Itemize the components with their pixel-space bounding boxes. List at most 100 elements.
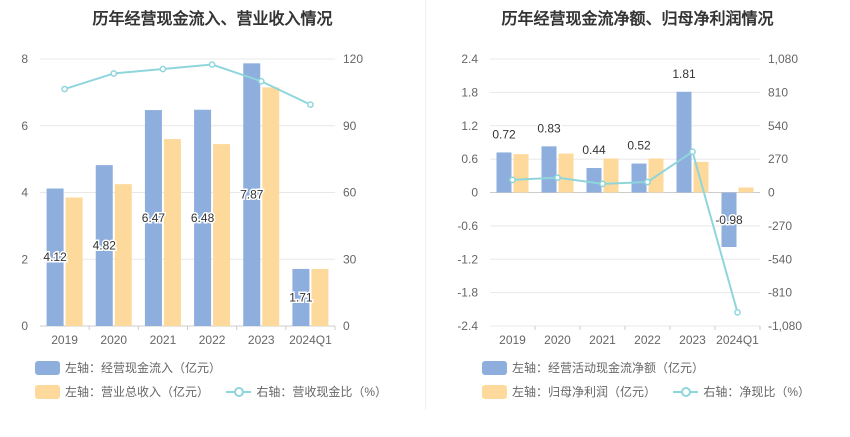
legend-item-revenue[interactable]: 左轴：营业总收入（亿元） bbox=[35, 383, 209, 400]
legend-swatch bbox=[482, 361, 507, 376]
legend-label: 右轴：营收现金比（%） bbox=[256, 385, 388, 400]
legend-line-swatch bbox=[226, 385, 252, 399]
y-right-tick-label: 0 bbox=[343, 319, 350, 333]
bar-primary bbox=[95, 165, 113, 326]
legend-swatch bbox=[35, 361, 60, 376]
x-tick-label: 2019 bbox=[499, 333, 526, 347]
legend-item-cash-inflow[interactable]: 左轴：经营现金流入（亿元） bbox=[35, 359, 221, 376]
bar-primary bbox=[721, 192, 737, 248]
x-tick-label: 2021 bbox=[589, 333, 616, 347]
ratio-point bbox=[599, 180, 606, 188]
ratio-point bbox=[257, 77, 265, 85]
bar-primary bbox=[541, 146, 557, 193]
bar-secondary bbox=[65, 197, 83, 326]
data-label: 1.81 bbox=[672, 67, 696, 81]
y-right-tick-label: 120 bbox=[343, 52, 363, 66]
legend-label: 左轴：归母净利润（亿元） bbox=[512, 385, 657, 400]
legend-line-swatch bbox=[673, 385, 699, 399]
y-right-tick-label: 270 bbox=[768, 152, 788, 166]
y-left-tick-label: 0 bbox=[471, 186, 478, 200]
legend-item-net-cash-flow[interactable]: 左轴：经营活动现金流净额（亿元） bbox=[482, 359, 704, 376]
y-right-tick-label: -810 bbox=[768, 286, 792, 300]
data-label: 0.72 bbox=[492, 127, 516, 141]
y-left-tick-label: 2 bbox=[21, 252, 28, 266]
legend-item-net-cash-ratio[interactable]: 右轴：净现比（%） bbox=[673, 383, 810, 400]
x-tick-label: 2020 bbox=[544, 333, 571, 347]
y-left-tick-label: 2.4 bbox=[461, 52, 478, 66]
y-right-tick-label: 810 bbox=[768, 85, 788, 99]
bar-primary bbox=[194, 109, 212, 326]
y-right-tick-label: -270 bbox=[768, 219, 792, 233]
bar-primary bbox=[292, 268, 310, 326]
y-right-tick-label: 1,080 bbox=[768, 52, 798, 66]
bar-secondary bbox=[213, 144, 231, 326]
y-left-tick-label: -2.4 bbox=[457, 319, 478, 333]
y-right-tick-label: 90 bbox=[343, 119, 357, 133]
y-left-tick-label: 0 bbox=[21, 319, 28, 333]
y-right-tick-label: 540 bbox=[768, 119, 788, 133]
y-left-tick-label: 0.6 bbox=[461, 152, 478, 166]
legend-label: 左轴：经营现金流入（亿元） bbox=[65, 361, 222, 376]
legend-item-net-profit[interactable]: 左轴：归母净利润（亿元） bbox=[482, 383, 656, 400]
legend-label: 右轴：净现比（%） bbox=[703, 385, 811, 400]
ratio-point bbox=[110, 70, 118, 77]
bar-primary bbox=[46, 188, 64, 326]
data-label: 0.52 bbox=[627, 139, 651, 153]
bar-secondary bbox=[163, 139, 181, 326]
legend-item-cash-revenue-ratio[interactable]: 右轴：营收现金比（%） bbox=[226, 383, 387, 400]
bar-secondary bbox=[603, 158, 619, 193]
bar-secondary bbox=[558, 153, 574, 193]
x-tick-label: 2022 bbox=[634, 333, 661, 347]
ratio-point bbox=[554, 174, 561, 182]
chart-title: 历年经营现金流入、营业收入情况 bbox=[92, 11, 333, 28]
y-right-tick-label: -1,080 bbox=[768, 319, 802, 333]
data-label: 4.82 bbox=[93, 239, 117, 253]
x-tick-label: 2020 bbox=[100, 333, 127, 347]
x-tick-label: 2022 bbox=[199, 333, 226, 347]
chart-plot-left: 0 2 4 6 8 0 30 60 90 120 2019 2020 2021 2022 2023 2024Q… bbox=[21, 52, 363, 347]
y-left-tick-label: 4 bbox=[21, 186, 28, 200]
y-left-tick-label: 1.2 bbox=[461, 119, 478, 133]
ratio-point bbox=[644, 178, 651, 186]
x-tick-label: 2024Q1 bbox=[716, 333, 759, 347]
data-label: 6.48 bbox=[191, 211, 215, 225]
bar-primary bbox=[586, 168, 602, 193]
data-label: 1.71 bbox=[289, 290, 313, 304]
x-tick-label: 2023 bbox=[679, 333, 706, 347]
x-tick-label: 2019 bbox=[51, 333, 78, 347]
ratio-point bbox=[159, 65, 167, 73]
chart-panel-left: 历年经营现金流入、营业收入情况 0 2 4 6 8 0 30 60 90 120 2019 2020 2… bbox=[21, 11, 387, 400]
ratio-line bbox=[64, 63, 311, 106]
bar-secondary bbox=[513, 154, 529, 193]
ratio-line bbox=[512, 150, 739, 313]
chart-panel-right: 历年经营现金流净额、归母净利润情况 -2.4 -1.8 -1.2 -0.6 0 0.6 1.… bbox=[425, 0, 850, 437]
ratio-point bbox=[734, 309, 741, 316]
x-tick-label: 2024Q1 bbox=[289, 333, 332, 347]
y-left-tick-label: 6 bbox=[21, 119, 28, 133]
data-label: 0.83 bbox=[537, 121, 561, 135]
bar-secondary bbox=[114, 184, 132, 326]
data-label: -0.98 bbox=[715, 213, 743, 227]
bar-primary bbox=[631, 163, 647, 193]
legend-label: 左轴：营业总收入（亿元） bbox=[65, 385, 210, 400]
ratio-point bbox=[208, 61, 216, 68]
bar-primary bbox=[676, 91, 692, 193]
chart-title: 历年经营现金流净额、归母净利润情况 bbox=[501, 11, 774, 28]
bar-secondary bbox=[262, 87, 280, 327]
bar-primary bbox=[144, 110, 162, 326]
y-right-tick-label: 30 bbox=[343, 252, 357, 266]
chart-plot-right: -2.4 -1.8 -1.2 -0.6 0 0.6 1.2 1.8 2.4 -1,080 -810 -… bbox=[457, 52, 802, 347]
ratio-point bbox=[307, 101, 314, 108]
y-left-tick-label: -1.2 bbox=[457, 252, 478, 266]
panel-divider bbox=[425, 0, 426, 410]
y-left-tick-label: -0.6 bbox=[457, 219, 478, 233]
x-tick-label: 2023 bbox=[248, 333, 275, 347]
ratio-point bbox=[61, 85, 68, 93]
bar-secondary bbox=[311, 268, 329, 326]
data-label: 0.44 bbox=[582, 143, 606, 157]
legend-swatch bbox=[35, 385, 60, 400]
y-right-tick-label: 0 bbox=[768, 186, 775, 200]
y-left-tick-label: 1.8 bbox=[461, 85, 478, 99]
y-left-tick-label: 8 bbox=[21, 52, 28, 66]
bar-secondary bbox=[738, 187, 754, 193]
